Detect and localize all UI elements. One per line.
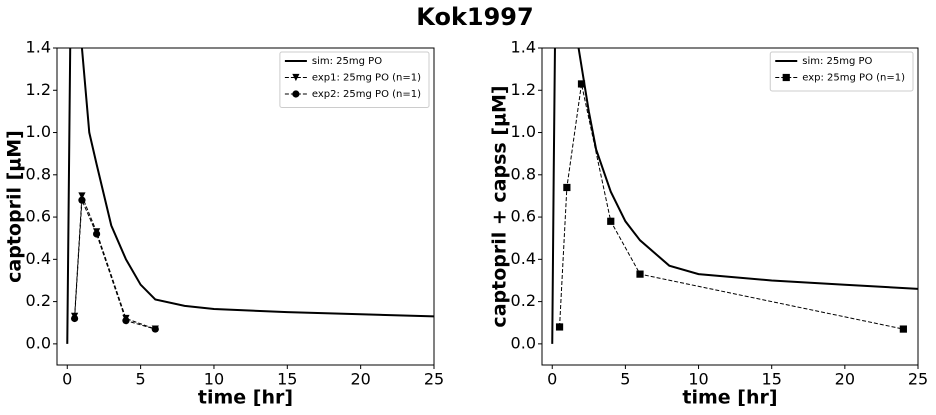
axes-frame <box>541 47 919 366</box>
marker <box>78 192 86 200</box>
x-tick-label: 25 <box>424 370 444 389</box>
y-axis-label: captopril + capss [µM] <box>489 85 511 327</box>
x-tick-label: 0 <box>547 370 557 389</box>
marker <box>78 196 86 204</box>
series-line <box>74 195 156 330</box>
legend-label: exp2: 25mg PO (n=1) <box>312 89 421 100</box>
marker <box>899 325 907 333</box>
legend: sim: 25mg PO exp1: 25mg PO (n=1) exp2: 25m… <box>279 51 430 108</box>
legend-label: exp: 25mg PO (n=1) <box>802 73 905 84</box>
y-tick-label: 0.0 <box>511 333 536 352</box>
marker <box>71 314 79 323</box>
y-tick-label: 1.0 <box>511 122 536 141</box>
y-tick-label: 1.0 <box>26 122 51 141</box>
x-axis-label: time [hr] <box>682 387 777 409</box>
marker <box>636 270 644 278</box>
y-tick-label: 1.2 <box>26 80 51 99</box>
figure-title: Kok1997 <box>416 3 533 31</box>
marker <box>577 80 586 88</box>
legend-label: sim: 25mg PO <box>312 56 382 67</box>
y-tick-label: 1.4 <box>511 38 536 57</box>
y-tick-label: 0.0 <box>26 333 51 352</box>
y-tick-label: 0.2 <box>511 291 536 310</box>
y-tick-label: 0.8 <box>26 164 51 183</box>
plot-area <box>66 48 434 344</box>
legend-label: exp1: 25mg PO (n=1) <box>312 73 421 84</box>
x-tick-label: 10 <box>204 370 224 389</box>
legend: sim: 25mg PO exp: 25mg PO (n=1) <box>769 51 914 92</box>
series-line <box>66 48 434 344</box>
marker <box>555 323 564 331</box>
x-axis-label: time [hr] <box>198 387 293 409</box>
y-tick-label: 0.4 <box>511 249 536 268</box>
y-tick-label: 0.4 <box>26 249 51 268</box>
x-tick-label: 15 <box>277 370 297 389</box>
series-line <box>74 199 156 330</box>
series-line <box>559 83 904 330</box>
marker <box>292 90 300 98</box>
axes-frame <box>56 47 435 366</box>
legend-label: sim: 25mg PO <box>802 56 872 67</box>
y-tick-label: 1.4 <box>26 38 51 57</box>
x-tick-label: 0 <box>62 370 72 389</box>
marker <box>563 183 571 192</box>
marker <box>93 230 101 238</box>
plot-area <box>551 48 918 344</box>
x-tick-label: 15 <box>762 370 782 389</box>
marker <box>122 317 130 325</box>
x-tick-label: 5 <box>136 370 146 389</box>
legend-box <box>279 51 430 108</box>
x-tick-label: 25 <box>908 370 928 389</box>
series-line <box>551 48 918 344</box>
x-tick-label: 10 <box>688 370 708 389</box>
x-tick-label: 20 <box>350 370 370 389</box>
y-tick-label: 0.2 <box>26 291 51 310</box>
marker <box>782 73 790 82</box>
marker <box>292 73 300 82</box>
y-tick-label: 0.6 <box>26 207 51 226</box>
marker <box>151 325 159 333</box>
marker <box>607 217 615 225</box>
y-axis-label: captopril [µM] <box>4 130 26 283</box>
y-tick-label: 0.8 <box>511 164 536 183</box>
x-tick-label: 20 <box>835 370 855 389</box>
x-tick-label: 5 <box>620 370 630 389</box>
legend-box <box>769 51 914 92</box>
y-tick-label: 1.2 <box>511 80 536 99</box>
y-tick-label: 0.6 <box>511 207 536 226</box>
